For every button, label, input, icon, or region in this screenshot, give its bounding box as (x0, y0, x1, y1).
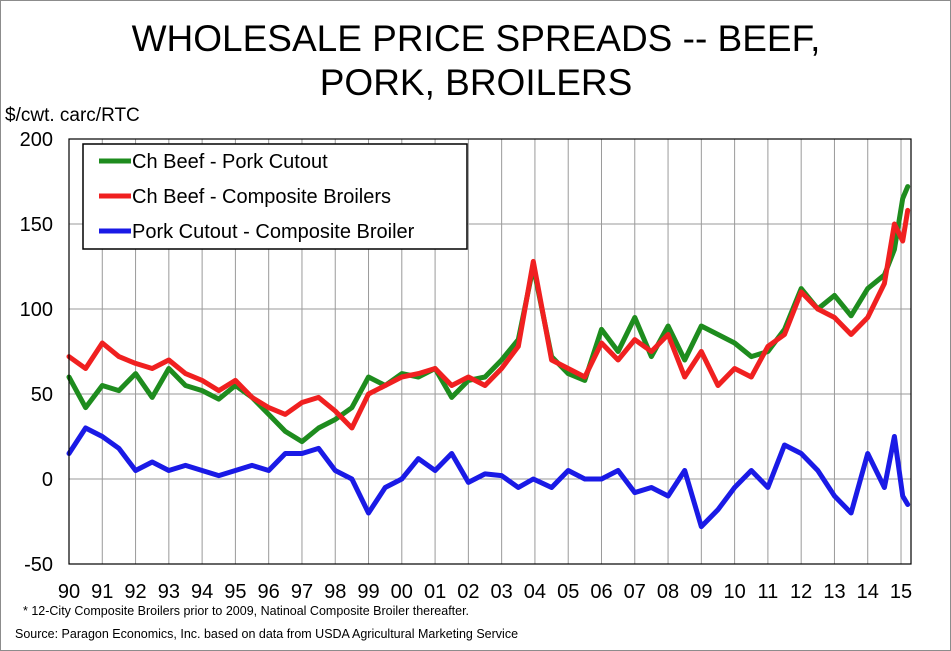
x-tick-label: 13 (823, 581, 845, 603)
x-tick-label: 92 (124, 581, 146, 603)
y-axis-label: $/cwt. carc/RTC (5, 105, 140, 126)
x-tick-label: 03 (491, 581, 513, 603)
legend-box (82, 143, 468, 250)
x-tick-label: 10 (723, 581, 745, 603)
x-tick-label: 91 (91, 581, 113, 603)
x-tick-label: 94 (191, 581, 213, 603)
series-line-3 (66, 425, 911, 530)
x-tick-label: 09 (690, 581, 712, 603)
series-line-2 (66, 207, 911, 431)
x-tick-label: 96 (258, 581, 280, 603)
x-tick-label: 01 (424, 581, 446, 603)
x-tick-label: 05 (557, 581, 579, 603)
x-tick-label: 97 (291, 581, 313, 603)
y-tick-label: 0 (42, 469, 53, 491)
x-tick-label: 99 (357, 581, 379, 603)
x-tick-label: 98 (324, 581, 346, 603)
y-tick-label: 200 (20, 129, 53, 151)
chart-title-line-1: WHOLESALE PRICE SPREADS -- BEEF, (132, 18, 821, 59)
plot-frame (68, 138, 912, 565)
y-tick-label: 100 (20, 299, 53, 321)
footnote: * 12-City Composite Broilers prior to 20… (23, 604, 469, 618)
x-tick-label: 00 (391, 581, 413, 603)
x-tick-label: 14 (857, 581, 879, 603)
x-tick-label: 90 (58, 581, 80, 603)
x-tick-label: 06 (590, 581, 612, 603)
x-tick-label: 02 (457, 581, 479, 603)
x-tick-label: 08 (657, 581, 679, 603)
chart-title-line-2: PORK, BROILERS (320, 62, 633, 103)
legend: Ch Beef - Pork Cutout Ch Beef - Composite… (82, 143, 468, 250)
x-tick-labels: 90 91 92 93 94 95 96 97 98 99 00 01 02 03 04 05 06 07 08 09… (58, 581, 912, 603)
y-tick-label: 150 (20, 214, 53, 236)
y-tick-labels: -50 0 50 100 150 200 (20, 129, 53, 576)
x-tick-label: 95 (224, 581, 246, 603)
legend-label-3: Pork Cutout - Composite Broiler (132, 221, 415, 243)
y-tick-label: -50 (24, 554, 53, 576)
x-tick-label: 93 (158, 581, 180, 603)
x-tick-label: 11 (758, 581, 779, 603)
x-tick-label: 04 (524, 581, 546, 603)
source-note: Source: Paragon Economics, Inc. based on… (15, 627, 518, 641)
x-tick-label: 12 (790, 581, 812, 603)
x-tick-label: 07 (624, 581, 646, 603)
series-lines (66, 184, 911, 530)
y-tick-label: 50 (31, 384, 53, 406)
legend-label-2: Ch Beef - Composite Broilers (132, 186, 391, 208)
x-tick-label: 15 (890, 581, 912, 603)
legend-label-1: Ch Beef - Pork Cutout (132, 151, 328, 173)
